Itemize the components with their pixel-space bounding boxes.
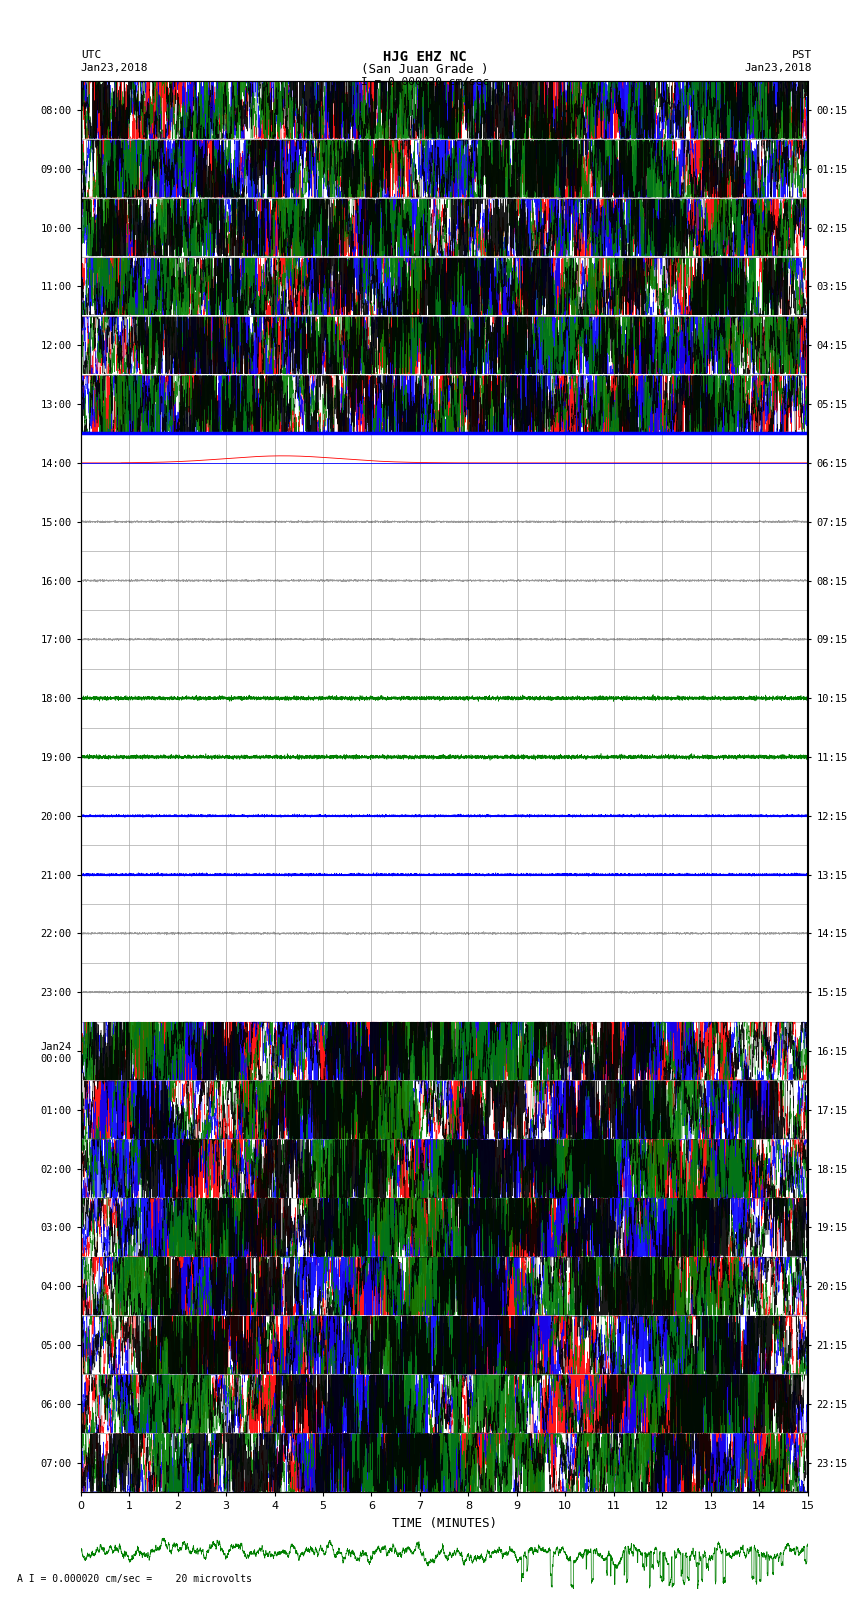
Text: UTC: UTC [81, 50, 101, 60]
Text: PST: PST [791, 50, 812, 60]
Text: Jan23,2018: Jan23,2018 [745, 63, 812, 73]
X-axis label: TIME (MINUTES): TIME (MINUTES) [392, 1516, 496, 1529]
Text: (San Juan Grade ): (San Juan Grade ) [361, 63, 489, 76]
Text: A I = 0.000020 cm/sec =    20 microvolts: A I = 0.000020 cm/sec = 20 microvolts [17, 1574, 252, 1584]
Text: HJG EHZ NC: HJG EHZ NC [383, 50, 467, 65]
Text: I = 0.000020 cm/sec: I = 0.000020 cm/sec [361, 77, 489, 87]
Text: Jan23,2018: Jan23,2018 [81, 63, 148, 73]
